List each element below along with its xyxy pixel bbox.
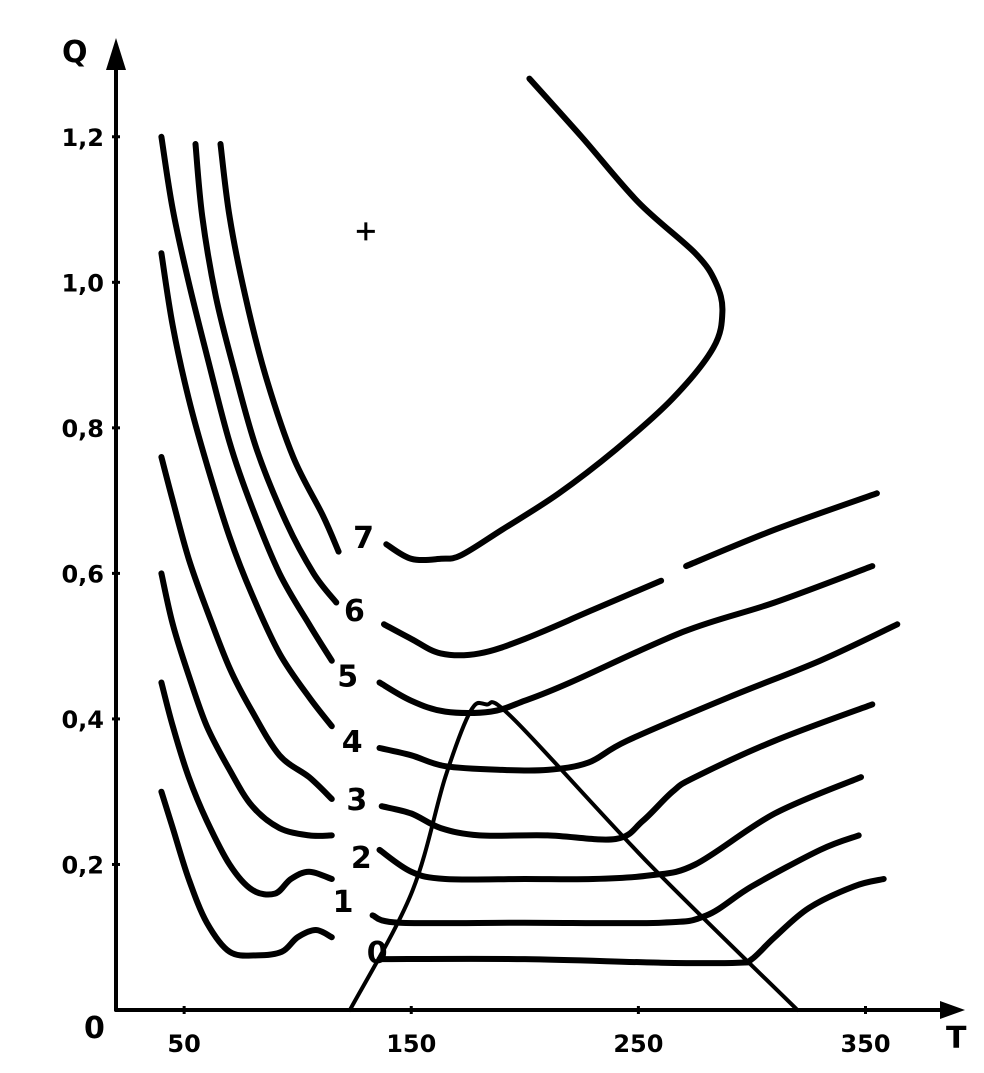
curve-label: 3 <box>346 783 367 818</box>
curve-labels: 01 2 3 4 5 6 7 <box>333 521 388 971</box>
y-tick-label: 1,0 <box>61 269 104 297</box>
curve-segment <box>376 563 876 717</box>
series-1 <box>158 679 862 927</box>
ticks: 0,20,40,60,81,01,250 150 250 350 <box>61 124 890 1058</box>
curve-label: 5 <box>337 659 358 694</box>
curve-segment <box>383 75 726 564</box>
triangle-boundary <box>347 700 800 1012</box>
curve-label: 0 <box>367 936 388 971</box>
curve-segment <box>369 832 862 927</box>
series-2 <box>158 570 864 883</box>
curve-segment <box>192 141 340 606</box>
curve-label: 7 <box>353 521 374 556</box>
curve-segment <box>158 788 335 959</box>
curve-label: 4 <box>342 725 363 760</box>
series-6 <box>192 141 880 659</box>
x-tick-label: 50 <box>167 1030 200 1058</box>
y-tick-label: 0,2 <box>61 851 104 879</box>
x-axis-label: T <box>946 1021 967 1056</box>
curves <box>158 75 901 967</box>
curve-segment <box>376 774 864 883</box>
curve-segment <box>217 141 342 555</box>
curve-segment <box>381 577 665 659</box>
y-tick-label: 1,2 <box>61 124 104 152</box>
y-axis-label: Q <box>62 35 88 70</box>
x-tick-label: 150 <box>386 1030 436 1058</box>
overlay <box>347 222 800 1012</box>
curve-label: 6 <box>344 594 365 629</box>
x-tick-label: 350 <box>840 1030 890 1058</box>
series-5 <box>158 133 876 717</box>
series-3 <box>158 454 876 843</box>
curve-segment <box>376 621 901 774</box>
y-tick-label: 0,6 <box>61 560 104 588</box>
curve-segment <box>158 133 335 664</box>
y-tick-label: 0,8 <box>61 415 104 443</box>
x-tick-label: 250 <box>613 1030 663 1058</box>
curve-segment <box>158 250 335 730</box>
curve-segment <box>158 570 335 839</box>
curve-label: 1 <box>333 885 354 920</box>
cross-marker <box>356 222 375 241</box>
y-tick-label: 0,4 <box>61 706 104 734</box>
curve-segment <box>158 454 335 802</box>
curve-segment <box>158 679 335 898</box>
series-4 <box>158 250 901 774</box>
series-7 <box>217 75 726 564</box>
curve-segment <box>378 701 876 843</box>
curve-label: 2 <box>351 841 372 876</box>
axes: Q T 0 <box>62 35 967 1056</box>
curve-segment <box>683 490 880 570</box>
y-axis-arrow <box>106 38 126 70</box>
x-axis-arrow <box>940 1001 965 1019</box>
origin-label: 0 <box>84 1011 105 1046</box>
